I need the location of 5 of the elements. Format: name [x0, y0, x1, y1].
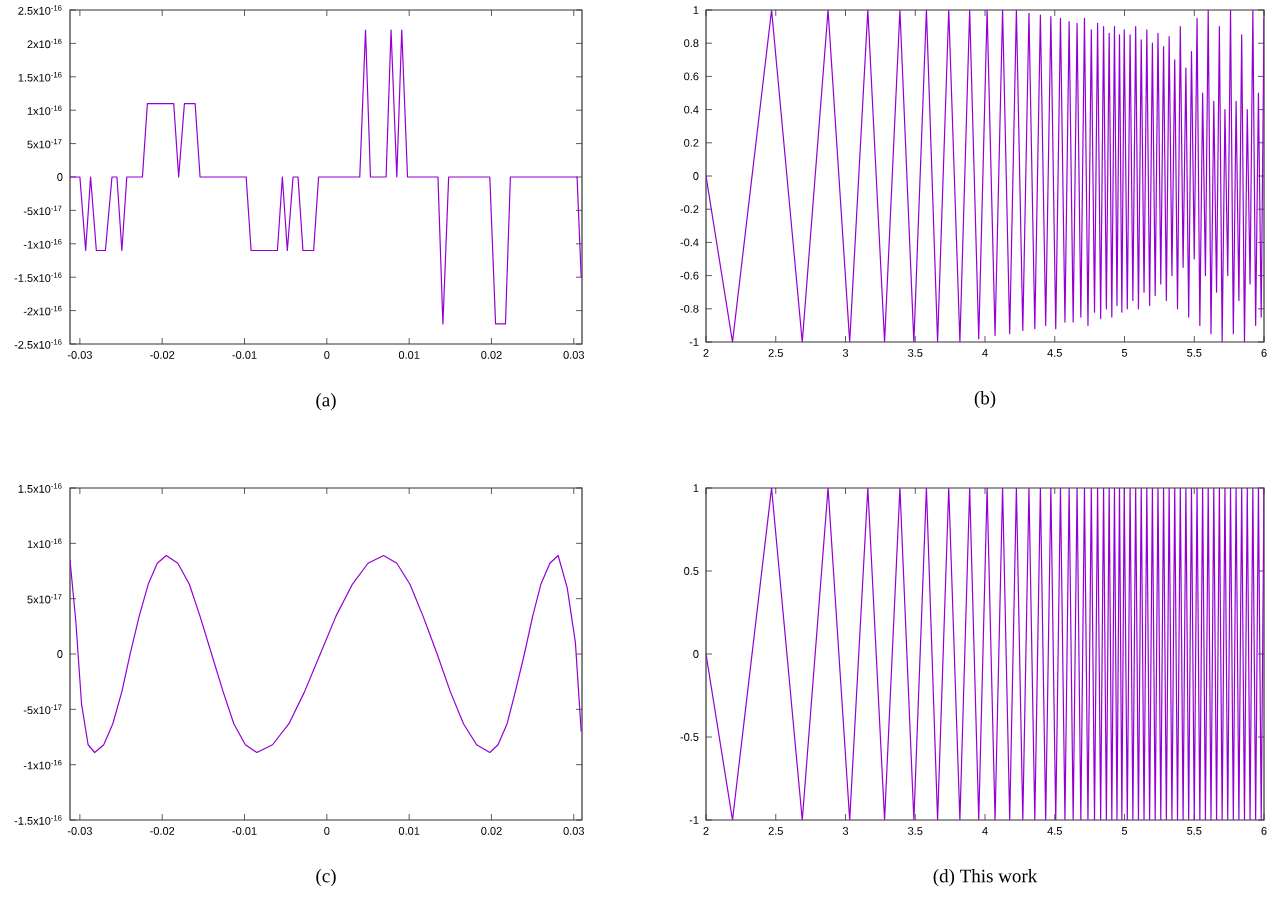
- text: (a): [316, 393, 336, 411]
- text: (c): [316, 869, 336, 887]
- line-series: [706, 10, 1265, 342]
- text: (d) This work: [933, 869, 1038, 887]
- text: (b): [974, 391, 996, 409]
